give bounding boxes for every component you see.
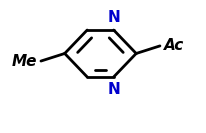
Text: N: N — [107, 10, 119, 25]
Text: Me: Me — [11, 54, 37, 68]
Text: N: N — [107, 82, 119, 97]
Text: Ac: Ac — [163, 38, 183, 53]
